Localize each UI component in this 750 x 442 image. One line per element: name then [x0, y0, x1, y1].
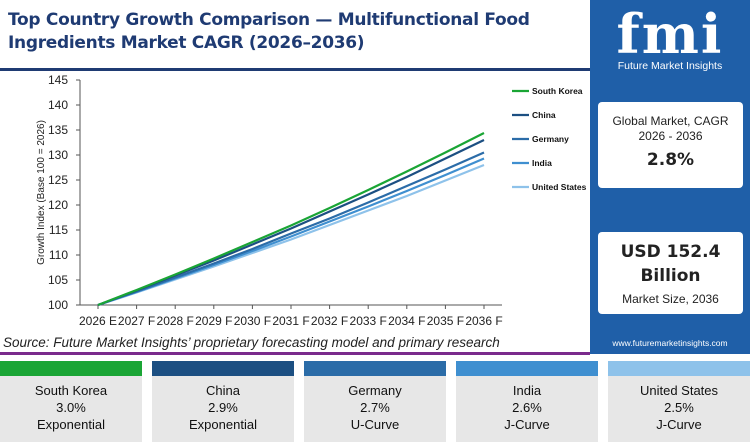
y-tick-label: 115	[49, 223, 68, 237]
y-axis-title: Growth Index (Base 100 = 2026)	[36, 120, 47, 265]
cagr-card-label: Global Market, CAGR 2026 - 2036	[612, 114, 729, 143]
tile-color-bar	[0, 361, 142, 376]
tile-cagr: 2.7%	[360, 400, 390, 415]
y-tick-label: 120	[48, 198, 68, 212]
series-line-germany	[97, 151, 485, 307]
y-tick-label: 135	[48, 123, 68, 137]
cagr-card: Global Market, CAGR 2026 - 2036 2.8%	[598, 102, 743, 188]
tile-curve-type: Exponential	[37, 417, 105, 432]
title-rule	[0, 68, 590, 71]
tile-curve-type: Exponential	[189, 417, 257, 432]
legend-label: United States	[532, 182, 587, 192]
market-size-card: USD 152.4 Billion Market Size, 2036	[598, 232, 743, 314]
x-tick-label: 2028 F	[157, 314, 194, 328]
tile-color-bar	[304, 361, 446, 376]
x-tick-label: 2032 F	[311, 314, 348, 328]
tile-cagr: 2.5%	[664, 400, 694, 415]
x-tick-label: 2031 F	[272, 314, 309, 328]
cagr-card-value: 2.8%	[646, 150, 695, 170]
x-tick-label: 2034 F	[388, 314, 425, 328]
source-rule	[0, 352, 590, 355]
x-tick-label: 2027 F	[118, 314, 155, 328]
logo-text: fmi	[616, 2, 724, 66]
x-tick-label: 2033 F	[350, 314, 387, 328]
tile-cagr: 3.0%	[56, 400, 86, 415]
tile-color-bar	[152, 361, 294, 376]
tile-color-bar	[608, 361, 750, 376]
tile-color-bar	[456, 361, 598, 376]
tile-south-korea: South Korea 3.0% Exponential	[0, 361, 142, 442]
country-tiles: South Korea 3.0% Exponential China 2.9% …	[0, 356, 750, 442]
y-tick-label: 105	[48, 273, 68, 287]
logo-subtitle: Future Market Insights	[617, 60, 723, 72]
tile-germany: Germany 2.7% U-Curve	[304, 361, 446, 442]
sidebar: fmi Future Market Insights Global Market…	[590, 0, 750, 354]
y-tick-label: 140	[48, 98, 68, 112]
market-size-value: USD 152.4 Billion	[620, 242, 721, 286]
series-line-china	[97, 139, 485, 307]
legend-label: China	[532, 110, 556, 120]
legend-label: Germany	[532, 134, 569, 144]
line-chart: 100 105 110 115 120 125 130 135 140 145 2026 E 2027…	[36, 73, 587, 328]
tile-curve-type: U-Curve	[350, 417, 400, 432]
tile-country: China	[206, 383, 240, 398]
y-tick-label: 130	[48, 148, 68, 162]
chart-title: Top Country Growth Comparison — Multifun…	[8, 10, 530, 53]
x-tick-label: 2036 F	[465, 314, 502, 328]
market-size-label: Market Size, 2036	[622, 292, 719, 306]
website-link[interactable]: www.futuremarketinsights.com	[612, 338, 728, 348]
y-tick-label: 125	[48, 173, 68, 187]
tile-india: India 2.6% J-Curve	[456, 361, 598, 442]
y-tick-label: 145	[48, 73, 68, 87]
tile-country: South Korea	[34, 383, 108, 398]
tile-country: United States	[639, 383, 719, 398]
fmi-logo: fmi Future Market Insights	[590, 6, 750, 76]
x-tick-label: 2035 F	[427, 314, 464, 328]
tile-country: India	[512, 383, 542, 398]
x-tick-label: 2026 E	[79, 314, 117, 328]
tile-cagr: 2.9%	[208, 400, 238, 415]
tile-china: China 2.9% Exponential	[152, 361, 294, 442]
tile-cagr: 2.6%	[512, 400, 542, 415]
tile-country: Germany	[348, 383, 402, 398]
tile-curve-type: J-Curve	[504, 417, 550, 432]
legend-label: India	[532, 158, 552, 168]
y-tick-label: 110	[49, 248, 68, 262]
legend-label: South Korea	[532, 86, 583, 96]
tile-united-states: United States 2.5% J-Curve	[608, 361, 750, 442]
tile-curve-type: J-Curve	[656, 417, 702, 432]
x-tick-label: 2030 F	[234, 314, 271, 328]
source-note: Source: Future Market Insights’ propriet…	[3, 335, 500, 350]
series-line-south-korea	[97, 132, 485, 307]
x-tick-label: 2029 F	[195, 314, 232, 328]
y-tick-label: 100	[48, 298, 68, 312]
